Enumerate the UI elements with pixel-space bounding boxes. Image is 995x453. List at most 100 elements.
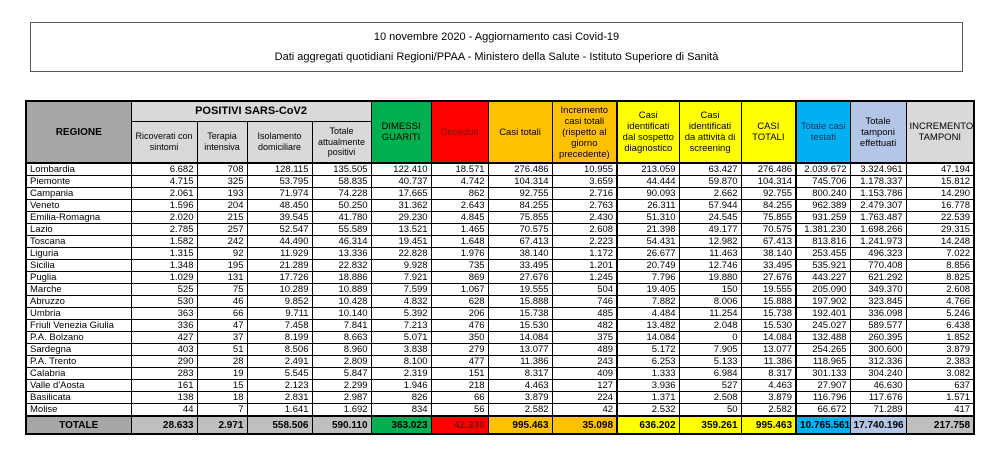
value-cell: 3.324.961 <box>849 162 907 176</box>
value-cell: 1.245 <box>551 271 618 284</box>
value-cell: 70.575 <box>740 223 797 236</box>
value-cell: 3.838 <box>370 343 432 356</box>
col-header-totale-casi-testati: Totale casi testati <box>795 100 851 164</box>
value-cell: 8.960 <box>311 343 372 356</box>
value-cell: 3.879 <box>740 391 797 404</box>
value-cell: 1.641 <box>246 403 313 417</box>
value-cell: 1.946 <box>370 379 432 392</box>
value-cell: 8.825 <box>905 271 975 284</box>
value-cell: 46.630 <box>849 379 907 392</box>
value-cell: 336 <box>130 319 198 332</box>
value-cell: 55.589 <box>311 223 372 236</box>
region-name-cell: P.A. Bolzano <box>25 331 132 344</box>
value-cell: 304.240 <box>849 367 907 380</box>
value-cell: 51.310 <box>616 211 680 224</box>
value-cell: 1.371 <box>616 391 680 404</box>
value-cell: 1.201 <box>551 259 618 272</box>
report-header: 10 novembre 2020 - Aggiornamento casi Co… <box>30 22 963 72</box>
region-name-cell: Lombardia <box>25 162 132 176</box>
value-cell: 53.795 <box>246 175 313 188</box>
value-cell: 27.676 <box>740 271 797 284</box>
value-cell: 37 <box>196 331 248 344</box>
value-cell: 4.715 <box>130 175 198 188</box>
region-row: Lazio 2.785 257 52.547 55.589 13.521 1.465 70.5… <box>25 223 975 236</box>
value-cell: 242 <box>196 235 248 248</box>
value-cell: 33.495 <box>740 259 797 272</box>
value-cell: 14.290 <box>905 187 975 200</box>
value-cell: 54.431 <box>616 235 680 248</box>
value-cell: 20.749 <box>616 259 680 272</box>
region-name-cell: Sicilia <box>25 259 132 272</box>
value-cell: 5.545 <box>246 367 313 380</box>
value-cell: 63.427 <box>678 162 742 176</box>
region-row: Piemonte 4.715 325 53.795 58.835 40.737 4.742 1… <box>25 175 975 188</box>
value-cell: 12.746 <box>678 259 742 272</box>
region-row: Puglia 1.029 131 17.726 18.886 7.921 869 27.676… <box>25 271 975 284</box>
value-cell: 122.410 <box>370 162 432 176</box>
value-cell: 3.879 <box>487 391 553 404</box>
col-header-deceduti: Deceduti <box>430 100 489 164</box>
value-cell: 279 <box>430 343 489 356</box>
total-value-cell: 363.023 <box>370 415 432 435</box>
value-cell: 628 <box>430 295 489 308</box>
value-cell: 22.828 <box>370 247 432 260</box>
value-cell: 363 <box>130 307 198 320</box>
value-cell: 131 <box>196 271 248 284</box>
value-cell: 7.213 <box>370 319 432 332</box>
value-cell: 56 <box>430 403 489 417</box>
value-cell: 276.486 <box>487 162 553 176</box>
value-cell: 11.463 <box>678 247 742 260</box>
value-cell: 745.706 <box>795 175 851 188</box>
value-cell: 260.395 <box>849 331 907 344</box>
value-cell: 1.315 <box>130 247 198 260</box>
total-label-cell: TOTALE <box>25 415 132 435</box>
value-cell: 6.253 <box>616 355 680 368</box>
value-cell: 8.663 <box>311 331 372 344</box>
region-row: Veneto 1.596 204 48.450 50.250 31.362 2.643 84.… <box>25 199 975 212</box>
value-cell: 5.246 <box>905 307 975 320</box>
region-row: Marche 525 75 10.289 10.889 7.599 1.067 19.555 5… <box>25 283 975 296</box>
report-title: 10 novembre 2020 - Aggiornamento casi Co… <box>373 31 620 43</box>
value-cell: 13.336 <box>311 247 372 260</box>
value-cell: 10.289 <box>246 283 313 296</box>
region-row: Molise 44 7 1.641 1.692 834 56 2.582 42 2.532 50 2.… <box>25 403 975 417</box>
value-cell: 2.643 <box>430 199 489 212</box>
value-cell: 92 <box>196 247 248 260</box>
value-cell: 489 <box>551 343 618 356</box>
value-cell: 150 <box>678 283 742 296</box>
value-cell: 84.255 <box>487 199 553 212</box>
value-cell: 323.845 <box>849 295 907 308</box>
value-cell: 118.965 <box>795 355 851 368</box>
value-cell: 6.438 <box>905 319 975 332</box>
value-cell: 1.571 <box>905 391 975 404</box>
value-cell: 4.845 <box>430 211 489 224</box>
value-cell: 6.682 <box>130 162 198 176</box>
value-cell: 213.059 <box>616 162 680 176</box>
value-cell: 10.140 <box>311 307 372 320</box>
value-cell: 38.140 <box>740 247 797 260</box>
value-cell: 525 <box>130 283 198 296</box>
header-group-row: REGIONE POSITIVI SARS-CoV2 DIMESSI GUARI… <box>25 100 975 164</box>
value-cell: 70.575 <box>487 223 553 236</box>
table-header: REGIONE POSITIVI SARS-CoV2 DIMESSI GUARI… <box>25 100 975 164</box>
col-header-dimessi-guariti: DIMESSI GUARITI <box>370 100 432 164</box>
value-cell: 10.955 <box>551 162 618 176</box>
total-value-cell: 590.110 <box>311 415 372 435</box>
value-cell: 4.832 <box>370 295 432 308</box>
value-cell: 5.133 <box>678 355 742 368</box>
total-value-cell: 995.463 <box>740 415 797 435</box>
value-cell: 26.311 <box>616 199 680 212</box>
value-cell: 5.071 <box>370 331 432 344</box>
value-cell: 29.315 <box>905 223 975 236</box>
region-row: P.A. Trento 290 28 2.491 2.809 8.100 477 11.386… <box>25 355 975 368</box>
value-cell: 2.430 <box>551 211 618 224</box>
value-cell: 826 <box>370 391 432 404</box>
col-header-terapia-intensiva: Terapia intensiva <box>196 120 248 164</box>
value-cell: 14.084 <box>616 331 680 344</box>
value-cell: 4.766 <box>905 295 975 308</box>
region-name-cell: Abruzzo <box>25 295 132 308</box>
value-cell: 74.228 <box>311 187 372 200</box>
value-cell: 2.061 <box>130 187 198 200</box>
value-cell: 862 <box>430 187 489 200</box>
region-name-cell: Toscana <box>25 235 132 248</box>
